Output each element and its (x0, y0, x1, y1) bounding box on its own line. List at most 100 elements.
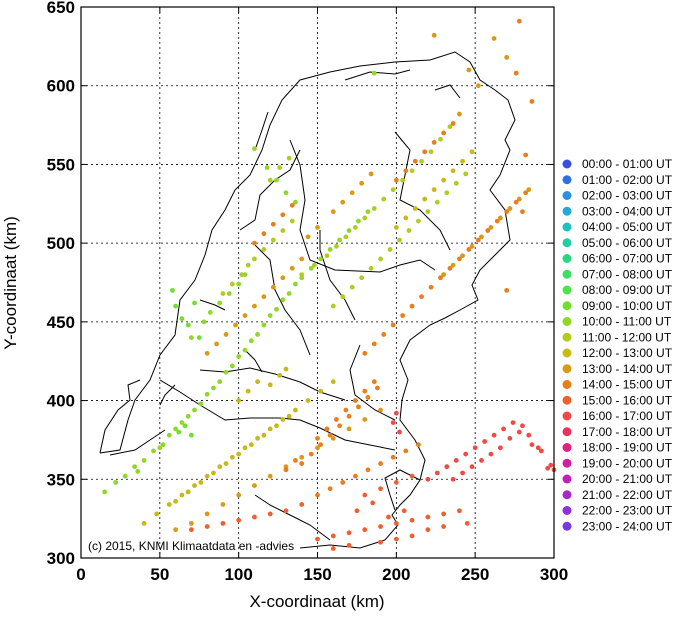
lightning-point (548, 462, 554, 468)
x-ticks-layer: 0 50 100 150 200 250 300 (76, 7, 568, 584)
lightning-point (334, 243, 339, 249)
lightning-point (236, 517, 242, 523)
y-tick-label: 400 (47, 392, 75, 411)
lightning-point (299, 256, 305, 262)
lightning-point (497, 215, 503, 221)
lightning-point (280, 297, 286, 303)
lightning-point (545, 465, 551, 471)
lightning-point (236, 492, 242, 498)
lightning-point (311, 262, 317, 268)
lightning-point (441, 130, 447, 136)
lightning-point (352, 473, 358, 479)
legend-marker (562, 380, 572, 389)
lightning-point (330, 379, 336, 385)
lightning-point (422, 149, 428, 155)
legend-label: 17:00 - 18:00 UT (582, 425, 673, 439)
lightning-point (245, 262, 251, 268)
lightning-point (362, 417, 368, 422)
legend-marker (562, 490, 572, 500)
lightning-point (450, 262, 456, 268)
legend-label: 03:00 - 04:00 UT (582, 204, 673, 218)
lightning-point (293, 457, 298, 463)
lightning-point (422, 196, 428, 202)
lightning-point (204, 473, 210, 479)
lightning-point (217, 300, 223, 306)
lightning-point (166, 502, 172, 507)
lightning-point (274, 177, 279, 183)
legend-marker (562, 458, 572, 468)
lightning-point (286, 291, 292, 296)
lightning-point (330, 546, 336, 551)
lightning-point (375, 385, 380, 391)
lightning-point (504, 54, 510, 60)
lightning-point (523, 190, 529, 196)
lightning-point (229, 281, 235, 287)
lightning-point (346, 228, 352, 233)
lightning-point (204, 391, 210, 397)
lightning-point (393, 225, 399, 230)
lightning-point (318, 388, 324, 394)
lightning-point (362, 388, 368, 394)
lightning-point (267, 313, 273, 318)
legend-label: 09:00 - 10:00 UT (582, 299, 673, 313)
lightning-point (204, 350, 210, 356)
lightning-point (293, 281, 298, 287)
lightning-point (378, 486, 383, 492)
lightning-point (469, 149, 475, 155)
lightning-point (173, 527, 179, 533)
legend-marker (562, 317, 572, 326)
lightning-point (270, 284, 276, 290)
legend: 00:00 - 01:00 UT 01:00 - 02:00 UT 02:00 - … (562, 157, 673, 533)
lightning-point (371, 379, 377, 385)
lightning-point (264, 165, 270, 170)
lightning-point (529, 99, 535, 104)
y-tick-label: 650 (47, 0, 75, 17)
lightning-point (371, 341, 377, 347)
legend-label: 02:00 - 03:00 UT (582, 189, 673, 203)
lightning-point (412, 158, 418, 164)
lightning-point (466, 67, 472, 73)
lightning-point (236, 398, 242, 403)
lightning-point (403, 448, 409, 454)
lightning-point (346, 413, 352, 419)
lightning-point (450, 476, 456, 482)
credit-text: (c) 2015, KNMI Klimaatdata en -advies (88, 539, 294, 553)
legend-label: 06:00 - 07:00 UT (582, 252, 673, 266)
lightning-point (135, 469, 141, 474)
lightning-point (340, 294, 346, 300)
lightning-point (425, 514, 431, 520)
lightning-point (318, 256, 324, 262)
lightning-point (270, 221, 276, 227)
lightning-point (122, 473, 128, 479)
lightning-point (378, 539, 383, 545)
lightning-point (393, 410, 399, 416)
legend-label: 07:00 - 08:00 UT (582, 267, 673, 281)
lightning-point (315, 536, 320, 542)
lightning-point (485, 228, 491, 233)
lightning-point (324, 253, 330, 259)
lightning-point (387, 247, 393, 252)
lightning-point (330, 303, 336, 309)
lightning-point (188, 527, 194, 533)
lightning-point (318, 442, 324, 448)
lightning-point (419, 158, 424, 164)
lightning-point (529, 442, 535, 448)
legend-label: 20:00 - 21:00 UT (582, 472, 673, 486)
lightning-point (469, 464, 475, 470)
lightning-point (516, 429, 522, 435)
lightning-point (409, 303, 415, 309)
lightning-point (365, 395, 371, 400)
x-axis-title: X-coordinaat (km) (249, 592, 384, 611)
lightning-point (368, 265, 374, 271)
lightning-point (229, 454, 235, 460)
lightning-point (283, 467, 289, 473)
lightning-point (378, 256, 383, 262)
lightning-point (535, 445, 541, 451)
lightning-point (330, 209, 336, 215)
lightning-point (188, 335, 194, 340)
lightning-point (378, 461, 383, 466)
lightning-point (255, 435, 260, 441)
legend-label: 16:00 - 17:00 UT (582, 409, 673, 423)
lightning-point (460, 253, 465, 259)
lightning-point (434, 470, 440, 476)
